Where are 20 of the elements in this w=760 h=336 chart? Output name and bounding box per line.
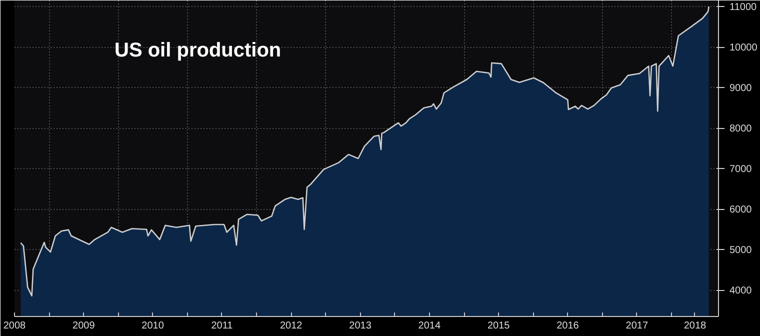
y-tick-label: 6000 (730, 204, 752, 216)
y-tick-label: 8000 (730, 124, 752, 135)
x-tick-label: 2013 (349, 320, 372, 332)
x-tick-label: 2008 (3, 320, 26, 332)
y-tick-label: 9000 (730, 83, 752, 94)
y-tick-label: 11000 (730, 2, 758, 14)
text: US oil production (114, 40, 282, 62)
x-tick-label: 2011 (211, 320, 234, 332)
y-tick-label: 4000 (730, 286, 752, 297)
x-tick-label: 2015 (487, 320, 510, 332)
x-tick-label: 2009 (72, 320, 96, 332)
y-tick-label: 10000 (730, 42, 758, 54)
x-tick-label: 2016 (556, 320, 580, 332)
x-tick-label: 2017 (626, 320, 648, 332)
x-tick-label: 2014 (418, 320, 441, 332)
y-tick-label: 5000 (730, 245, 752, 256)
x-tick-label: 2018 (684, 320, 707, 332)
x-tick-label: 2010 (142, 320, 164, 332)
y-tick-label: 7000 (730, 164, 752, 176)
x-tick-label: 2012 (280, 320, 303, 332)
